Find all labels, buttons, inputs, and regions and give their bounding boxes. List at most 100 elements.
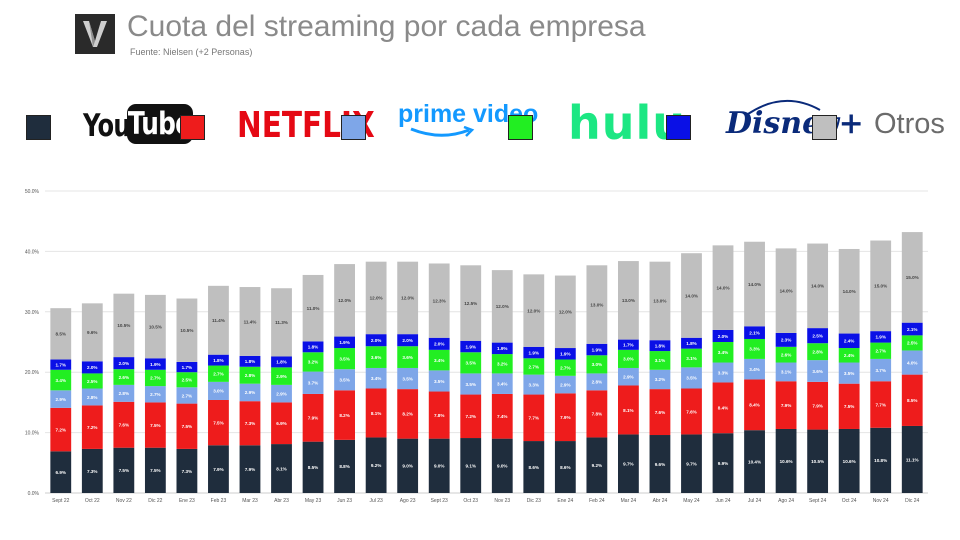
bar-segment xyxy=(460,340,482,353)
bar-segment xyxy=(712,329,734,342)
bar-segment xyxy=(302,274,324,342)
bar-segment xyxy=(302,393,324,442)
data-label: 2.8% xyxy=(592,380,602,385)
data-label: 9.0% xyxy=(402,464,412,469)
data-label: 3.0% xyxy=(623,357,633,362)
bar-segment xyxy=(901,335,923,351)
x-tick-label: Oct 23 xyxy=(463,498,478,504)
data-label: 10.5% xyxy=(149,324,162,329)
bar-segment xyxy=(397,346,419,368)
bar-segment xyxy=(491,438,513,493)
data-label: 13.0% xyxy=(590,302,603,307)
data-label: 3.5% xyxy=(339,356,349,361)
data-label: 1.8% xyxy=(213,358,223,363)
bar-segment xyxy=(334,439,355,493)
data-label: 2.9% xyxy=(276,391,286,396)
data-label: 7.3% xyxy=(87,469,97,474)
bar-segment xyxy=(271,444,292,493)
bar-segment xyxy=(113,369,135,385)
data-label: 2.9% xyxy=(623,375,633,380)
data-label: 3.3% xyxy=(749,347,759,352)
bar-segment xyxy=(838,383,860,429)
data-label: 14.0% xyxy=(748,282,761,287)
data-label: 7.9% xyxy=(213,467,223,472)
bar-segment xyxy=(50,407,72,452)
bar-segment xyxy=(81,303,103,362)
hulu-logo: hulu xyxy=(568,96,687,150)
x-tick-label: Sept 23 xyxy=(431,498,448,504)
bar-segment xyxy=(870,381,892,428)
bar-segment xyxy=(113,384,135,402)
data-label: 2.6% xyxy=(119,375,129,380)
data-label: 7.7% xyxy=(529,416,539,421)
x-tick-label: Nov 23 xyxy=(494,498,510,504)
data-label: 2.7% xyxy=(182,393,192,398)
bar-segment xyxy=(775,332,797,347)
bar-segment xyxy=(491,354,513,374)
bar-segment xyxy=(113,293,135,358)
data-label: 4.0% xyxy=(907,360,917,365)
bar-segment xyxy=(618,385,639,435)
data-label: 2.0% xyxy=(371,338,381,343)
bar-segment xyxy=(334,369,355,391)
data-label: 2.0% xyxy=(87,365,97,370)
data-label: 3.6% xyxy=(402,355,412,360)
data-label: 11.4% xyxy=(212,318,225,323)
bar-segment xyxy=(744,358,765,380)
data-label: 3.5% xyxy=(339,378,349,383)
disney-plus-logo: Disney+ xyxy=(726,106,864,141)
legend-swatch-netflix xyxy=(180,115,205,140)
y-tick-label: 0.0% xyxy=(28,491,40,497)
data-label: 2.8% xyxy=(87,395,97,400)
bar-segment xyxy=(208,365,229,382)
bar-segment xyxy=(50,390,72,408)
bar-segment xyxy=(901,374,923,426)
bar-segment xyxy=(365,367,387,389)
data-label: 9.0% xyxy=(497,464,507,469)
data-label: 3.4% xyxy=(434,358,444,363)
bar-segment xyxy=(271,384,292,403)
data-label: 1.9% xyxy=(875,335,885,340)
data-label: 3.1% xyxy=(686,356,696,361)
data-label: 7.6% xyxy=(686,409,696,414)
data-label: 7.8% xyxy=(434,413,444,418)
data-label: 1.9% xyxy=(150,362,160,367)
data-label: 1.9% xyxy=(465,344,475,349)
data-label: 12.0% xyxy=(559,310,572,315)
data-label: 8.1% xyxy=(371,411,381,416)
bar-segment xyxy=(81,405,103,449)
x-tick-label: Nov 22 xyxy=(116,498,132,504)
data-label: 12.0% xyxy=(401,296,414,301)
bar-segment xyxy=(491,270,513,343)
data-label: 1.9% xyxy=(339,340,349,345)
bar-segment xyxy=(491,373,513,394)
data-label: 9.7% xyxy=(623,462,633,467)
data-label: 2.7% xyxy=(529,364,539,369)
data-label: 11.1% xyxy=(906,457,919,462)
y-tick-label: 10.0% xyxy=(25,431,40,437)
data-label: 2.3% xyxy=(781,338,791,343)
x-tick-label: Sept 24 xyxy=(809,498,826,504)
data-label: 11.3% xyxy=(275,320,288,325)
bar-segment xyxy=(586,355,608,374)
bar-segment xyxy=(460,265,482,341)
legend-swatch-youtube xyxy=(26,115,51,140)
bar-segment xyxy=(744,430,765,493)
bar-segment xyxy=(208,354,229,366)
x-tick-label: Feb 23 xyxy=(211,498,227,504)
data-label: 2.7% xyxy=(150,376,160,381)
x-tick-label: Jun 24 xyxy=(716,498,731,504)
v-logo-icon xyxy=(83,21,107,47)
bar-segment xyxy=(901,322,923,336)
data-label: 14.0% xyxy=(811,284,824,289)
prime-smile-icon xyxy=(410,126,475,137)
bar-segment xyxy=(239,383,261,402)
bar-segment xyxy=(208,381,229,400)
bar-segment xyxy=(365,334,387,347)
bar-segment xyxy=(618,339,639,350)
x-tick-label: Sept 22 xyxy=(52,498,69,504)
bar-segment xyxy=(428,337,450,350)
bar-segment xyxy=(807,328,829,344)
data-label: 3.7% xyxy=(875,368,885,373)
data-label: 1.9% xyxy=(529,350,539,355)
